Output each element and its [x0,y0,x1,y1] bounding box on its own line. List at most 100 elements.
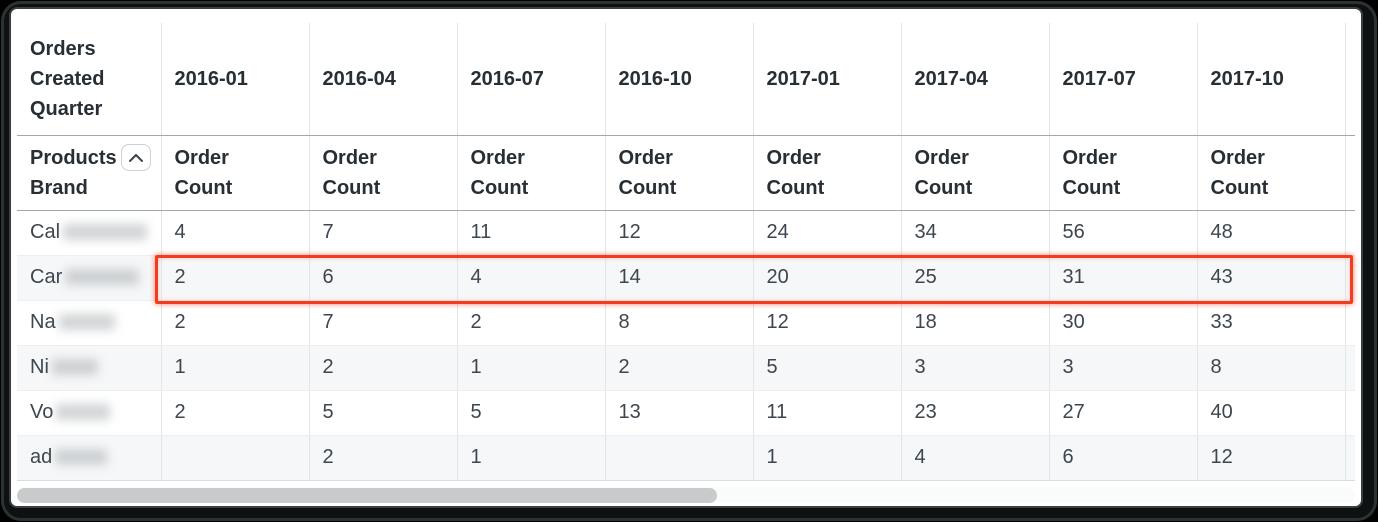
value-cell[interactable] [605,435,754,481]
measure-header[interactable]: Order Count [309,135,458,211]
clipped-value-cell [1345,255,1355,301]
table-scroll-viewport[interactable]: Orders Created Quarter 2016-01 2016-04 2… [17,23,1355,489]
horizontal-scrollbar-track[interactable] [17,487,1355,503]
value-cell[interactable]: 24 [753,210,902,256]
redacted-brand-blur [58,313,115,330]
value-cell[interactable]: 48 [1197,210,1346,256]
clipped-value-cell [1345,210,1355,256]
value-cell[interactable]: 5 [309,390,458,436]
value-cell[interactable]: 1 [457,435,606,481]
brand-cell[interactable]: Cal [17,210,162,256]
value-cell[interactable]: 23 [901,390,1050,436]
pivot-table: Orders Created Quarter 2016-01 2016-04 2… [17,23,1355,481]
brand-cell[interactable]: Ni [17,345,162,391]
brand-cell[interactable]: Vo [17,390,162,436]
value-cell[interactable]: 12 [605,210,754,256]
value-cell[interactable]: 43 [1197,255,1346,301]
quarter-header-2017-04[interactable]: 2017-04 [901,23,1050,136]
measure-header[interactable]: Order Count [1049,135,1198,211]
brand-prefix: Na [30,311,56,333]
data-table-panel: Orders Created Quarter 2016-01 2016-04 2… [11,9,1361,506]
value-cell[interactable]: 5 [457,390,606,436]
value-cell[interactable]: 13 [605,390,754,436]
brand-cell[interactable]: ad [17,435,162,481]
value-cell[interactable]: 4 [161,210,310,256]
clipped-value-cell [1345,300,1355,346]
value-cell[interactable]: 27 [1049,390,1198,436]
value-cell[interactable]: 34 [901,210,1050,256]
value-cell[interactable]: 30 [1049,300,1198,346]
value-cell[interactable]: 7 [309,300,458,346]
measure-header[interactable]: Order Count [161,135,310,211]
value-cell[interactable]: 12 [1197,435,1346,481]
table-row: Vo 2 5 5 13 11 23 27 40 [17,390,1355,436]
collapse-header-button[interactable] [120,144,151,171]
quarter-header-2016-01[interactable]: 2016-01 [161,23,310,136]
quarter-header-2017-10[interactable]: 2017-10 [1197,23,1346,136]
value-cell[interactable]: 2 [161,390,310,436]
value-cell[interactable]: 20 [753,255,902,301]
dimension-label-line1: Products [30,146,117,169]
redacted-brand-blur [55,448,108,465]
value-cell[interactable]: 6 [1049,435,1198,481]
value-cell[interactable]: 11 [457,210,606,256]
value-cell[interactable]: 3 [1049,345,1198,391]
brand-prefix: Ni [30,356,49,378]
dimension-label-line2: Brand [30,176,88,199]
value-cell[interactable]: 11 [753,390,902,436]
value-cell[interactable]: 56 [1049,210,1198,256]
value-cell[interactable]: 2 [161,255,310,301]
measure-header[interactable]: Order Count [457,135,606,211]
clipped-value-cell [1345,390,1355,436]
value-cell[interactable]: 18 [901,300,1050,346]
value-cell[interactable]: 3 [901,345,1050,391]
brand-prefix: Cal [30,221,61,243]
table-row: ad 2 1 1 4 6 12 [17,435,1355,481]
quarter-header-2016-07[interactable]: 2016-07 [457,23,606,136]
value-cell[interactable]: 12 [753,300,902,346]
redacted-brand-blur [56,403,111,420]
quarter-header-2016-04[interactable]: 2016-04 [309,23,458,136]
row-dimension-header[interactable]: Products Brand [17,135,162,211]
value-cell[interactable]: 2 [309,345,458,391]
value-cell[interactable]: 25 [901,255,1050,301]
value-cell[interactable] [161,435,310,481]
quarter-header-2016-10[interactable]: 2016-10 [605,23,754,136]
value-cell[interactable]: 2 [605,345,754,391]
measure-header[interactable]: Order Count [1197,135,1346,211]
quarter-header-2017-01[interactable]: 2017-01 [753,23,902,136]
value-cell[interactable]: 1 [457,345,606,391]
value-cell[interactable]: 8 [1197,345,1346,391]
table-row: Cal 4 7 11 12 24 34 56 48 [17,210,1355,256]
value-cell[interactable]: 1 [753,435,902,481]
chevron-up-icon [128,153,143,162]
horizontal-scrollbar-thumb[interactable] [17,487,717,503]
quarter-header-row: Orders Created Quarter 2016-01 2016-04 2… [17,23,1355,136]
value-cell[interactable]: 2 [161,300,310,346]
brand-cell[interactable]: Car [17,255,162,301]
clipped-value-cell [1345,435,1355,481]
value-cell[interactable]: 2 [457,300,606,346]
value-cell[interactable]: 7 [309,210,458,256]
value-cell[interactable]: 8 [605,300,754,346]
value-cell[interactable]: 2 [309,435,458,481]
value-cell[interactable]: 6 [309,255,458,301]
value-cell[interactable]: 5 [753,345,902,391]
measure-header[interactable]: Order Count [901,135,1050,211]
clipped-column-header [1345,135,1355,211]
value-cell[interactable]: 33 [1197,300,1346,346]
table-row-highlighted: Car 2 6 4 14 20 25 31 43 [17,255,1355,301]
corner-header[interactable]: Orders Created Quarter [17,23,162,136]
measure-header[interactable]: Order Count [753,135,902,211]
brand-cell[interactable]: Na [17,300,162,346]
value-cell[interactable]: 4 [457,255,606,301]
redacted-brand-blur [63,223,148,240]
value-cell[interactable]: 14 [605,255,754,301]
value-cell[interactable]: 31 [1049,255,1198,301]
value-cell[interactable]: 40 [1197,390,1346,436]
measure-header[interactable]: Order Count [605,135,754,211]
value-cell[interactable]: 1 [161,345,310,391]
quarter-header-2017-07[interactable]: 2017-07 [1049,23,1198,136]
value-cell[interactable]: 4 [901,435,1050,481]
